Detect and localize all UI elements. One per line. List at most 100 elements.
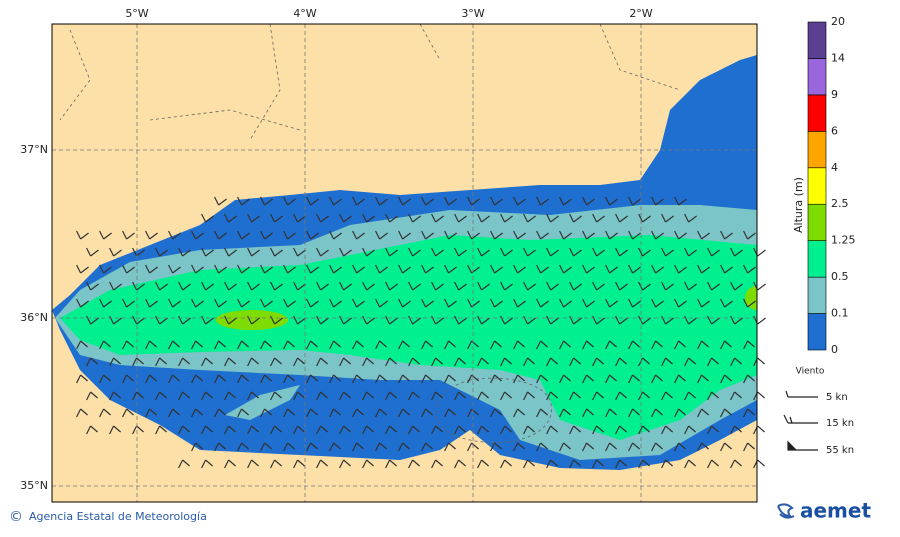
wind-barb: [513, 230, 526, 240]
wind-barb: [191, 340, 203, 350]
wind-barb: [582, 230, 595, 240]
wind-barb: [293, 459, 305, 469]
wind-barb: [707, 247, 720, 257]
wind-barb: [339, 357, 351, 367]
wind-barb: [224, 315, 237, 325]
wind-barb: [730, 247, 743, 257]
wind-barb: [569, 213, 582, 223]
wind-barb: [76, 298, 89, 308]
wind-barb: [707, 315, 720, 325]
wind-barb: [237, 374, 249, 384]
wind-barb: [523, 281, 536, 291]
wind-barb: [720, 230, 733, 240]
wind-barb: [661, 315, 674, 325]
wind-barb: [155, 247, 168, 257]
wind-barb: [260, 340, 272, 350]
wind-barb: [352, 374, 364, 384]
wind-barb: [352, 408, 364, 418]
wind-barb: [720, 442, 732, 452]
wind-barb: [674, 340, 686, 350]
wind-barb: [720, 298, 733, 308]
wind-barb: [247, 315, 260, 325]
wind-barb: [247, 247, 260, 257]
colorbar-label: 9: [831, 88, 838, 101]
colorbar-band: [807, 94, 827, 132]
wind-barb: [615, 425, 627, 435]
copyright: ©: [9, 509, 23, 525]
wind-barb: [352, 442, 364, 452]
wind-barb: [743, 230, 756, 240]
wind-barb: [293, 425, 305, 435]
wind-barb: [214, 374, 226, 384]
wind-barb: [293, 281, 306, 291]
wind-barb: [490, 442, 502, 452]
wind-barb: [201, 247, 214, 257]
wind-barb: [293, 213, 306, 223]
wind-barb: [661, 247, 674, 257]
wind-barb: [178, 315, 191, 325]
colorbar-band: [807, 313, 827, 351]
wind-barb: [605, 264, 618, 274]
wind-barb: [500, 425, 512, 435]
wind-barb: [237, 298, 250, 308]
wind-barb: [237, 230, 250, 240]
wind-barb: [362, 357, 374, 367]
wind-barb: [582, 264, 595, 274]
colorbar-band: [807, 240, 827, 278]
colorbar-band: [807, 21, 827, 59]
wind-barb: [431, 391, 443, 401]
mask: [757, 24, 777, 502]
wind-barb: [592, 391, 604, 401]
wind-barb: [592, 459, 604, 469]
colorbar-label: 2.5: [831, 197, 849, 210]
wind-barb: [605, 408, 617, 418]
wind-barb: [638, 459, 650, 469]
wind-barb: [306, 340, 318, 350]
wind-barb: [201, 357, 213, 367]
colorbar-label: 20: [831, 15, 845, 28]
wind-barb: [283, 230, 296, 240]
wind-barb: [270, 459, 282, 469]
wind-barb: [513, 196, 526, 206]
wind-barb: [628, 264, 641, 274]
wind-barb: [477, 281, 490, 291]
lon-label: 5°W: [125, 7, 148, 20]
wind-barb: [155, 315, 168, 325]
wind-barb: [398, 298, 411, 308]
wind-barb: [615, 213, 628, 223]
wind-barb: [362, 281, 375, 291]
wind-barb: [559, 340, 571, 350]
wind-barb: [536, 408, 548, 418]
wind-barb: [293, 315, 306, 325]
colorbar-band: [807, 276, 827, 314]
wind-barb: [375, 196, 388, 206]
wind-barb: [592, 315, 605, 325]
wind-barb: [513, 374, 525, 384]
wind-barb: [661, 391, 673, 401]
wind-barb: [339, 281, 352, 291]
lat-label: 37°N: [20, 143, 48, 156]
wind-barb: [513, 298, 526, 308]
wind-barb: [260, 230, 273, 240]
wind-barb: [582, 374, 594, 384]
wind-barb: [155, 281, 168, 291]
wind-barb: [398, 230, 411, 240]
wind-barb: [638, 281, 651, 291]
wind-barb: [352, 230, 365, 240]
wind-barb: [214, 230, 227, 240]
wind-barb: [546, 459, 558, 469]
wind-barb: [743, 374, 755, 384]
wind-barb: [283, 340, 295, 350]
wind-barb: [247, 281, 260, 291]
wind-barb: [385, 425, 397, 435]
wind-barb: [684, 247, 697, 257]
wind-barb: [306, 264, 319, 274]
wind-barb: [661, 425, 673, 435]
sea-peak: [216, 310, 288, 330]
wind-barb: [214, 408, 226, 418]
wind-barb: [523, 315, 536, 325]
wind-barb: [339, 315, 352, 325]
wind-barb: [86, 315, 99, 325]
wind-barb: [536, 298, 549, 308]
wind-barb: [661, 357, 673, 367]
